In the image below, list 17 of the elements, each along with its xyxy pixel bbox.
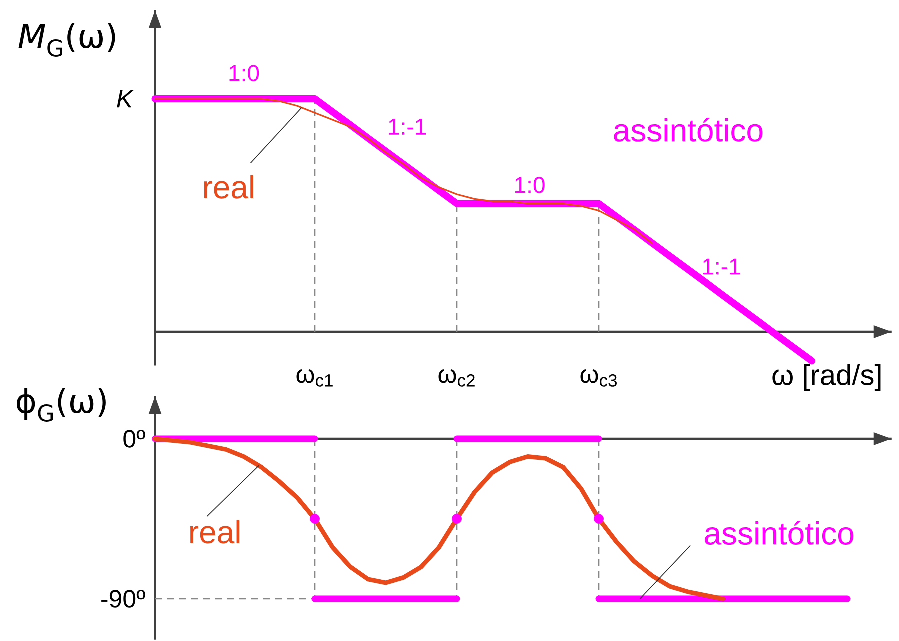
series-label: real bbox=[190, 520, 240, 544]
x-tick-label: ω$_{c3}$ bbox=[580, 370, 617, 387]
y-tick-label: 0º bbox=[124, 430, 146, 448]
y-tick-label: -90º bbox=[102, 590, 146, 608]
series-label: assintótico bbox=[614, 118, 763, 142]
y-axis-title: ϕ$_{G}$(ω) bbox=[17, 388, 106, 422]
x-tick-label: ω$_{c1}$ bbox=[296, 370, 333, 387]
annotation: 1:0 bbox=[516, 177, 545, 194]
text: K bbox=[117, 90, 134, 108]
x-tick-label: ω$_{c2}$ bbox=[438, 370, 475, 387]
x-axis-title: ω [rad/s] bbox=[772, 364, 881, 392]
annotation: 1:-1 bbox=[703, 258, 740, 275]
text: real bbox=[204, 175, 254, 199]
text: assintótico bbox=[705, 521, 854, 545]
y-axis-title: M$_{G}$(ω) bbox=[18, 23, 116, 57]
annotation: 1:-1 bbox=[389, 119, 426, 135]
text: 1:0 bbox=[230, 65, 260, 82]
